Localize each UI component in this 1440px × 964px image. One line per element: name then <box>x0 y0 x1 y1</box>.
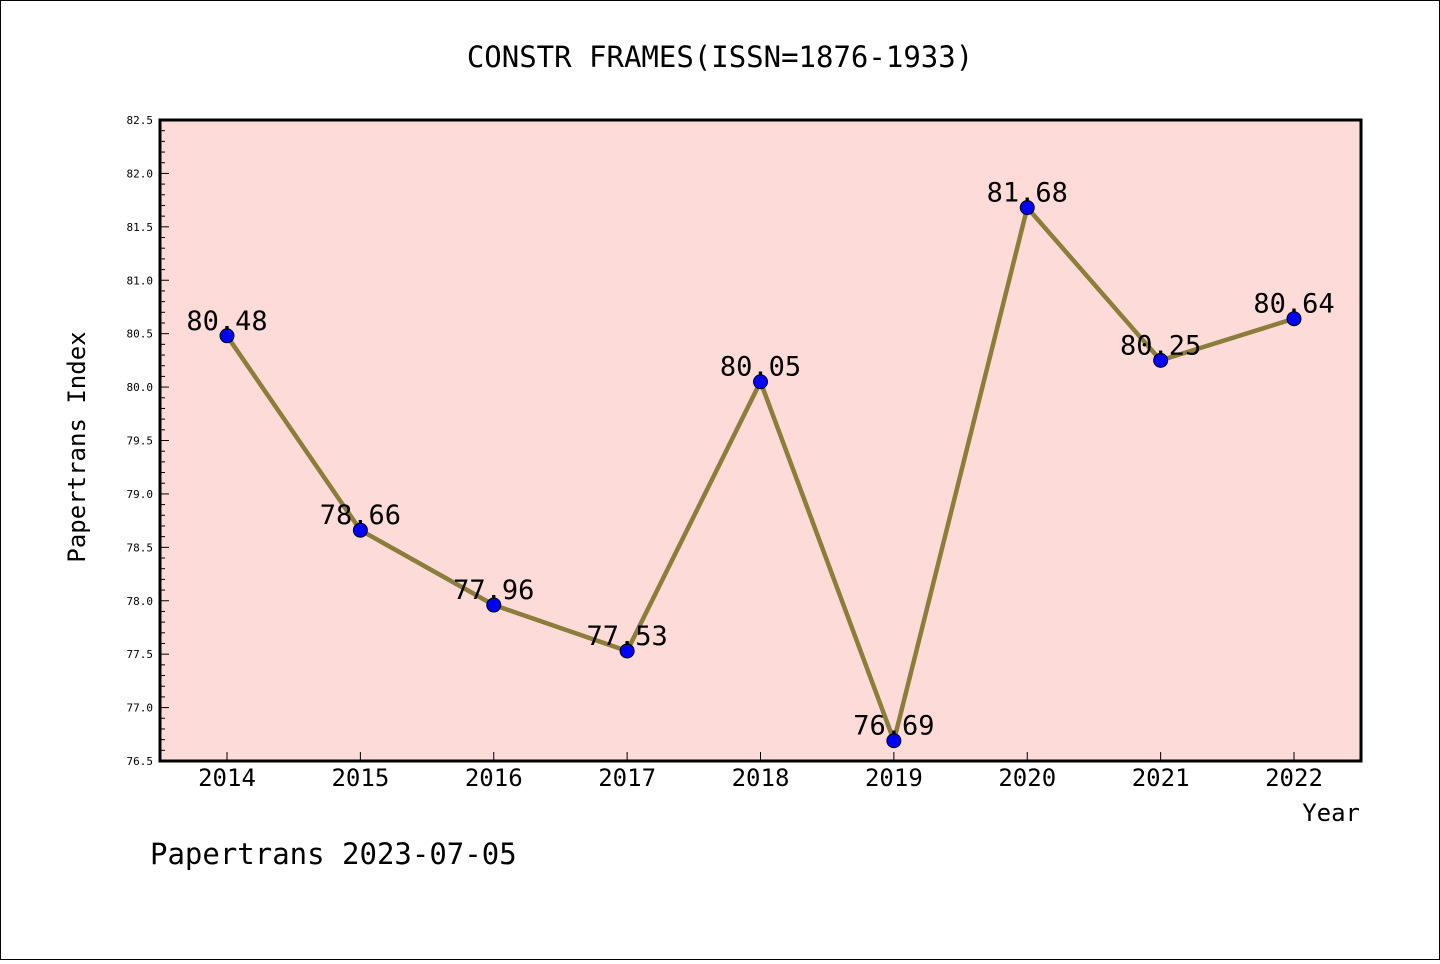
data-point <box>1286 311 1302 327</box>
y-tick-label: 78.0 <box>127 595 154 608</box>
data-point <box>1153 352 1169 368</box>
data-point <box>1019 200 1035 216</box>
x-axis: 2014 2015 2016 2017 2018 2019 2020 2021 2022 <box>198 752 1323 792</box>
footer-text: Papertrans 2023-07-05 <box>150 837 517 871</box>
y-tick-label: 79.5 <box>127 435 154 448</box>
data-labels: 80.48 78.66 77.96 77.53 80.05 76.69 81.68 80.25… <box>186 178 1334 742</box>
x-tick-label: 2014 <box>198 764 256 792</box>
y-tick-label: 81.0 <box>127 274 154 287</box>
x-tick-label: 2018 <box>732 764 790 792</box>
data-label: 80.25 <box>1120 330 1201 361</box>
chart-title: CONSTR FRAMES(ISSN=1876-1933) <box>467 40 973 74</box>
data-point <box>619 643 635 659</box>
data-label: 76.69 <box>853 711 934 742</box>
x-axis-title: Year <box>1302 799 1360 827</box>
y-axis: 76.5 77.0 77.5 78.0 78.5 79.0 79.5 80.0 80.5 81.0… <box>127 114 169 768</box>
y-tick-label: 80.5 <box>127 328 154 341</box>
data-point <box>219 328 235 344</box>
data-point <box>753 374 768 390</box>
data-label: 77.53 <box>586 621 667 652</box>
y-tick-label: 77.0 <box>127 702 154 715</box>
y-tick-label: 82.5 <box>127 114 154 127</box>
y-tick-label: 79.0 <box>127 488 154 501</box>
x-tick-label: 2020 <box>998 764 1056 792</box>
plot-area <box>160 120 1361 761</box>
y-tick-label: 78.5 <box>127 541 154 554</box>
series-markers <box>219 200 1302 749</box>
data-point <box>352 522 368 538</box>
x-tick-label: 2019 <box>865 764 923 792</box>
y-tick-label: 82.0 <box>127 167 154 180</box>
x-tick-label: 2017 <box>598 764 656 792</box>
x-tick-label: 2016 <box>465 764 523 792</box>
y-axis-title: Papertrans Index <box>63 331 91 562</box>
data-label: 77.96 <box>453 575 534 606</box>
x-tick-label: 2021 <box>1132 764 1190 792</box>
y-tick-label: 77.5 <box>127 648 154 661</box>
x-tick-label: 2022 <box>1265 764 1323 792</box>
data-label: 80.05 <box>720 352 801 383</box>
y-tick-label: 81.5 <box>127 221 154 234</box>
x-tick-label: 2015 <box>331 764 389 792</box>
data-label: 80.64 <box>1253 289 1334 320</box>
data-point <box>886 733 902 749</box>
data-point <box>486 597 502 613</box>
data-label: 78.66 <box>320 500 401 531</box>
y-tick-label: 76.5 <box>127 755 154 768</box>
data-label: 81.68 <box>987 178 1068 209</box>
plot-border <box>158 118 1363 763</box>
data-label: 80.48 <box>186 306 267 337</box>
y-tick-label: 80.0 <box>127 381 154 394</box>
